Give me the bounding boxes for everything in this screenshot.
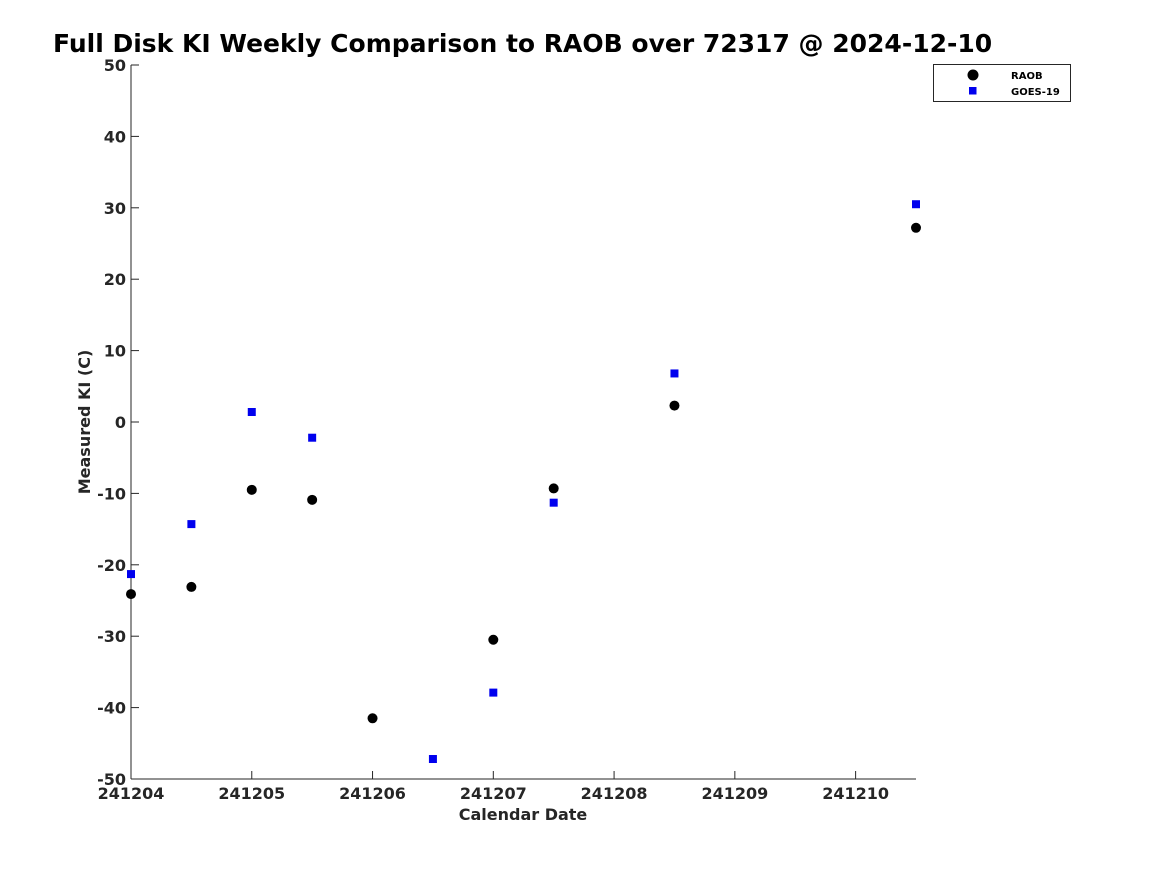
point-goes19: [549, 498, 558, 507]
legend: RAOB GOES-19: [933, 64, 1071, 102]
point-goes19: [428, 755, 437, 764]
y-tick-label: -50: [97, 770, 126, 789]
legend-box: [933, 64, 1071, 102]
y-tick-label: -10: [97, 484, 126, 503]
point-goes19: [670, 369, 679, 378]
y-tick-label: 20: [104, 270, 126, 289]
x-tick-label: 241207: [460, 784, 527, 803]
point-raob: [669, 400, 680, 411]
y-tick-label: 0: [115, 413, 126, 432]
axes: [130, 65, 916, 780]
x-axis-label: Calendar Date: [459, 805, 588, 824]
y-tick-label: 40: [104, 127, 126, 146]
point-goes19: [247, 408, 256, 417]
y-tick-label: -20: [97, 556, 126, 575]
point-raob: [367, 713, 378, 724]
point-raob: [548, 483, 559, 494]
point-goes19: [187, 520, 196, 529]
x-tick-label: 241204: [98, 784, 165, 803]
x-tick-label: 241208: [581, 784, 648, 803]
chart-title: Full Disk KI Weekly Comparison to RAOB o…: [53, 29, 992, 58]
legend-label-raob: RAOB: [1011, 71, 1043, 82]
x-tick-label: 241209: [701, 784, 768, 803]
point-goes19: [912, 200, 920, 209]
point-raob: [246, 484, 257, 495]
x-tick-label: 241205: [218, 784, 285, 803]
x-tick-label: 241210: [822, 784, 889, 803]
x-tick-label: 241206: [339, 784, 406, 803]
y-tick-label: 10: [104, 342, 126, 361]
data-points: [126, 200, 921, 764]
legend-marker-goes19: [969, 87, 977, 95]
y-tick-label: -40: [97, 699, 126, 718]
y-tick-label: 30: [104, 199, 126, 218]
point-raob: [126, 589, 136, 600]
y-tick-label: 50: [104, 56, 126, 75]
point-raob: [488, 634, 499, 645]
point-goes19: [127, 570, 135, 579]
y-ticks: 50 40 30 20 10 0 -10 -20 -30 -40 -50: [97, 56, 139, 789]
legend-marker-raob: [967, 69, 979, 81]
x-ticks: 241204 241205 241206 241207 241208 241209 2412…: [98, 771, 889, 803]
y-tick-label: -30: [97, 627, 126, 646]
point-raob: [186, 581, 197, 592]
legend-label-goes19: GOES-19: [1011, 87, 1060, 98]
point-raob: [911, 222, 921, 233]
point-raob: [307, 494, 318, 505]
point-goes19: [489, 688, 498, 697]
point-goes19: [308, 433, 317, 442]
y-axis-label: Measured KI (C): [75, 350, 94, 495]
